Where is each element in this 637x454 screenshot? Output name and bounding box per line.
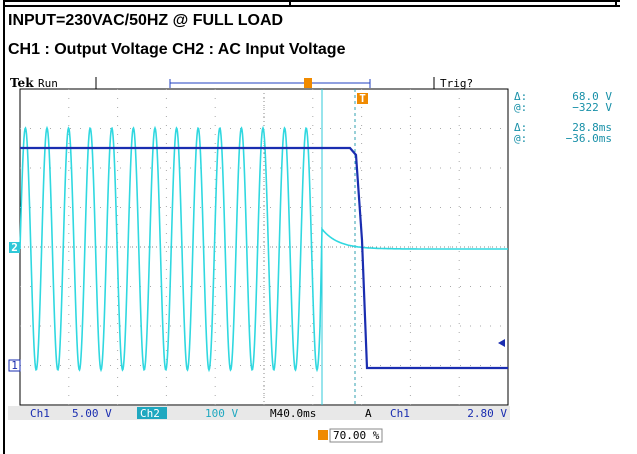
header-line: INPUT=230VAC/50HZ @ FULL LOAD: [8, 12, 283, 29]
brand: Tek: [10, 76, 34, 90]
trigger-status: Trig?: [440, 77, 473, 90]
trigger-mode: A: [365, 407, 372, 420]
page: INPUT=230VAC/50HZ @ FULL LOAD CH1 : Outp…: [0, 0, 637, 454]
ch2-label: Ch2: [140, 407, 160, 420]
readout-label: @:: [514, 101, 527, 114]
readout-value: −36.0ms: [566, 132, 612, 145]
readout-label: @:: [514, 132, 527, 145]
status-bar: Ch1 5.00 V Ch2 100 V M40.0ms A Ch1 2.80 …: [8, 406, 510, 420]
scope-top-bar: Tek Run Trig?: [10, 76, 473, 90]
trigger-level: 2.80 V: [467, 407, 507, 420]
ch1-scale: 5.00 V: [72, 407, 112, 420]
trigger-position-icon: [318, 430, 328, 440]
ch1-label: Ch1: [30, 407, 50, 420]
timebase: M40.0ms: [270, 407, 316, 420]
trigger-position: 70.00 %: [333, 429, 380, 442]
ch2-marker: 2: [11, 241, 18, 254]
trigger-source: Ch1: [390, 407, 410, 420]
ch2-scale: 100 V: [205, 407, 238, 420]
run-state: Run: [38, 77, 58, 90]
readouts: Δ: 68.0 V @: −322 V Δ: 28.8ms @: −36.0ms: [514, 90, 612, 145]
readout-value: −322 V: [572, 101, 612, 114]
ch1-marker: 1: [11, 359, 18, 372]
trigger-marker: T: [359, 92, 366, 105]
header-line: CH1 : Output Voltage CH2 : AC Input Volt…: [8, 41, 346, 58]
